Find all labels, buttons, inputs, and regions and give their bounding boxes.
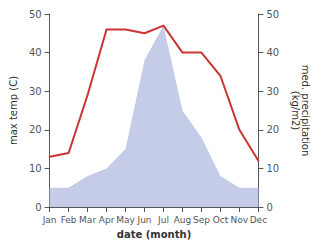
svg-text:30: 30 xyxy=(266,86,279,97)
svg-text:Aug: Aug xyxy=(174,215,192,225)
svg-text:Jan: Jan xyxy=(42,215,57,225)
svg-text:10: 10 xyxy=(29,163,42,174)
svg-text:Nov: Nov xyxy=(231,215,249,225)
svg-text:40: 40 xyxy=(29,47,42,58)
svg-text:Feb: Feb xyxy=(61,215,77,225)
svg-text:50: 50 xyxy=(29,9,42,20)
svg-text:30: 30 xyxy=(29,86,42,97)
svg-text:0: 0 xyxy=(266,202,272,213)
svg-text:Oct: Oct xyxy=(213,215,229,225)
svg-text:Dec: Dec xyxy=(250,215,267,225)
svg-text:date (month): date (month) xyxy=(117,229,191,240)
svg-text:med. precipitation: med. precipitation xyxy=(299,64,311,157)
svg-text:Mar: Mar xyxy=(79,215,96,225)
svg-text:0: 0 xyxy=(35,202,41,213)
svg-text:20: 20 xyxy=(266,124,279,135)
svg-text:20: 20 xyxy=(29,124,42,135)
svg-text:40: 40 xyxy=(266,47,279,58)
svg-text:10: 10 xyxy=(266,163,279,174)
svg-text:(kg/m2): (kg/m2) xyxy=(290,91,301,131)
svg-text:50: 50 xyxy=(266,9,279,20)
svg-text:Jun: Jun xyxy=(136,215,151,225)
svg-text:Jul: Jul xyxy=(157,215,169,225)
svg-text:Sep: Sep xyxy=(193,215,210,225)
svg-text:Apr: Apr xyxy=(99,215,115,225)
svg-text:max temp (C): max temp (C) xyxy=(8,76,19,145)
svg-text:May: May xyxy=(116,215,135,225)
